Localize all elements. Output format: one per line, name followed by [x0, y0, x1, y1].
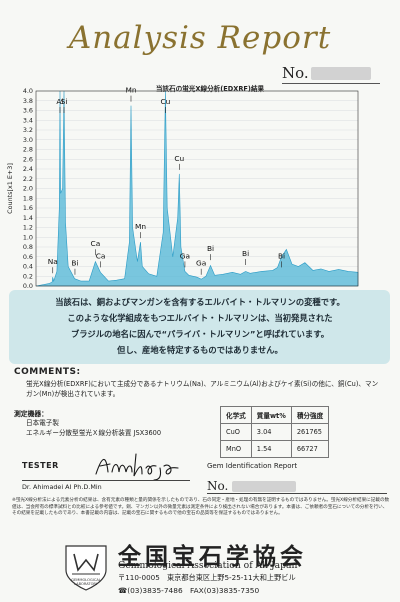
cell-mass: 3.04 [250, 423, 292, 441]
table-row: CuO 3.04 261765 [220, 423, 330, 441]
cell-intensity: 66727 [290, 440, 330, 458]
y-tick-label: 2.6 [23, 155, 33, 163]
y-tick-label: 3.8 [23, 97, 33, 105]
peak-label: Na [48, 257, 58, 266]
y-tick-label: 1.4 [23, 214, 33, 222]
report-number-underline [282, 83, 380, 84]
instrument-maker: 日本電子製 [26, 419, 59, 427]
cell-formula: MnO [220, 440, 252, 458]
peak-label: Al [56, 97, 63, 106]
logo-text: LABORATORY [74, 582, 99, 586]
y-tick-label: 1.0 [23, 233, 33, 241]
tester-signature-line [22, 480, 190, 481]
organization-name-ja: 全国宝石学協会 [118, 544, 307, 570]
gem-report-number-label: No. [207, 479, 229, 493]
table-row: MnO 1.54 66727 [220, 440, 330, 458]
cell-formula: CuO [220, 423, 252, 441]
conclusion-line-3: ブラジルの地名に因んで“パライバ・トルマリン”と呼ばれています。 [71, 329, 329, 339]
laboratory-logo: GEMMOLOGICAL LABORATORY [65, 545, 107, 591]
conclusion-line-2: このような化学組成をもつエルバイト・トルマリンは、当初発見された [67, 313, 333, 323]
conclusion-band [9, 290, 390, 364]
peak-label: Cu [174, 154, 184, 163]
peak-label: Ca [91, 239, 101, 248]
peak-label: Bi [207, 244, 214, 253]
peak-label: Mn [125, 86, 136, 95]
chart-title: 当該石の蛍光X線分析(EDXRF)結果 [155, 85, 265, 93]
col-formula: 化学式 [220, 406, 252, 424]
y-tick-label: 3.2 [23, 126, 33, 134]
gem-report-number-redacted [232, 481, 296, 492]
instrument-info: 日本電子製 エネルギー分散型蛍光Ｘ線分析装置 JSX3600 [26, 418, 161, 438]
y-tick-label: 0.0 [23, 282, 33, 290]
tester-name: Dr. Ahimadei AI Ph.D.Min [22, 483, 102, 491]
y-tick-label: 2.8 [23, 146, 33, 154]
y-tick-label: 1.6 [23, 204, 33, 212]
gem-report-underline [207, 493, 387, 494]
cell-intensity: 261765 [290, 423, 330, 441]
plot-frame [35, 90, 359, 287]
chart-grid [36, 90, 358, 287]
report-number-label: No. [282, 64, 309, 82]
y-tick-label: 0.8 [23, 243, 33, 251]
conclusion-line-4: 但し、産地を特定するものではありません。 [117, 345, 283, 355]
peak-label: Ga [196, 259, 206, 268]
instrument-model: エネルギー分散型蛍光Ｘ線分析装置 JSX3600 [26, 429, 162, 437]
peak-label: Bi [278, 251, 285, 260]
peak-label: Ca [96, 251, 106, 260]
col-intensity: 積分強度 [290, 406, 330, 424]
peak-label: Ga [180, 251, 190, 260]
y-tick-label: 1.2 [23, 224, 33, 232]
y-tick-label: 2.0 [23, 185, 33, 193]
edxrf-spectrum-chart: 0.0 0.20.4 0.6 0.8 1.01.2 1.4 1.6 1.82.0 2.2 2.4 2… [6, 86, 359, 290]
comments-body: 蛍光X線分析(EDXRF)において主成分であるナトリウム(Na)、アルミニウム(… [26, 380, 379, 398]
y-tick-label: 2.2 [23, 175, 33, 183]
y-tick-label: 3.6 [23, 107, 33, 115]
y-tick-label: 0.2 [23, 272, 33, 280]
peak-label: Si [61, 97, 68, 106]
spectrum-area [35, 90, 359, 287]
y-tick-label: 3.0 [23, 136, 33, 144]
y-tick-label: 0.6 [23, 253, 33, 261]
y-tick-label: 0.4 [23, 263, 33, 271]
logo-text: GEMMOLOGICAL [71, 578, 101, 582]
tester-signature [95, 453, 179, 481]
comments-heading: COMMENTS: [14, 367, 81, 377]
col-mass: 質量wt% [250, 406, 292, 424]
table-header-row: 化学式 質量wt% 積分強度 [220, 406, 330, 424]
y-tick-label: 3.4 [23, 116, 33, 124]
composition-table: 化学式 質量wt% 積分強度 CuO 3.04 261765 MnO 1.54 … [220, 406, 330, 458]
report-number-redacted [311, 67, 371, 80]
organization-phone: ☎(03)3835-7486 FAX(03)3835-7350 [118, 586, 260, 595]
gem-report-label: Gem Identification Report [207, 462, 298, 470]
organization-name-en: Gemmological Association of All Japan [118, 560, 298, 571]
instrument-label: 測定機器： [14, 410, 48, 418]
y-tick-label: 1.8 [23, 194, 33, 202]
peak-label: Mn [135, 222, 146, 231]
peak-label: Cu [161, 97, 171, 106]
peak-label: Bi [71, 259, 78, 268]
y-tick-label: 4.0 [23, 87, 33, 95]
tester-label: TESTER [22, 461, 59, 470]
footnote-disclaimer: ※蛍光X線分析法による元素分析の結果は、含有元素の種類と量的関係を示したものであ… [12, 498, 390, 517]
cell-mass: 1.54 [250, 440, 292, 458]
y-axis-ticks: 0.0 0.20.4 0.6 0.8 1.01.2 1.4 1.6 1.82.0 2.2 2.4 2… [23, 87, 33, 290]
report-title: Analysis Report [68, 20, 332, 56]
peak-label: Bi [242, 249, 249, 258]
y-tick-label: 2.4 [23, 165, 33, 173]
y-axis-label: Counts[x1 E+3] [6, 163, 14, 214]
organization-address: 〒110-0005 東京都台東区上野5-25-11大和上野ビル [118, 573, 296, 582]
conclusion-line-1: 当該石は、銅およびマンガンを含有するエルバイト・トルマリンの変種です。 [55, 297, 345, 307]
